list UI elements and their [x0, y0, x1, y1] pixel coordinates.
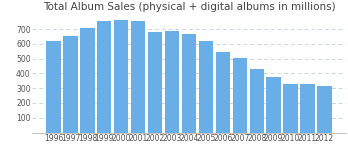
Bar	[250, 69, 264, 133]
Bar	[131, 21, 145, 133]
Bar	[114, 20, 128, 133]
Bar	[80, 28, 95, 133]
Bar	[267, 77, 281, 133]
Bar	[232, 58, 247, 133]
Bar	[63, 36, 78, 133]
Bar	[165, 31, 179, 133]
Bar	[148, 32, 162, 133]
Bar	[216, 51, 230, 133]
Bar	[199, 41, 213, 133]
Bar	[97, 21, 111, 133]
Bar	[283, 84, 298, 133]
Bar	[300, 84, 315, 133]
Bar	[46, 41, 61, 133]
Title: Total Album Sales (physical + digital albums in millions): Total Album Sales (physical + digital al…	[43, 2, 335, 12]
Bar	[317, 86, 332, 133]
Bar	[182, 34, 196, 133]
